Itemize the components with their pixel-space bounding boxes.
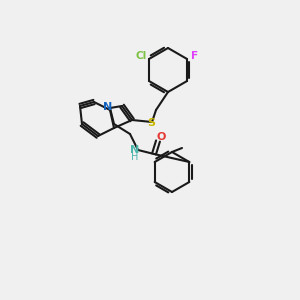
Text: N: N	[103, 102, 112, 112]
Text: Cl: Cl	[135, 51, 147, 61]
Text: F: F	[191, 51, 199, 61]
Text: N: N	[130, 145, 140, 155]
Text: O: O	[156, 132, 166, 142]
Text: H: H	[131, 152, 139, 162]
Text: S: S	[147, 118, 155, 128]
